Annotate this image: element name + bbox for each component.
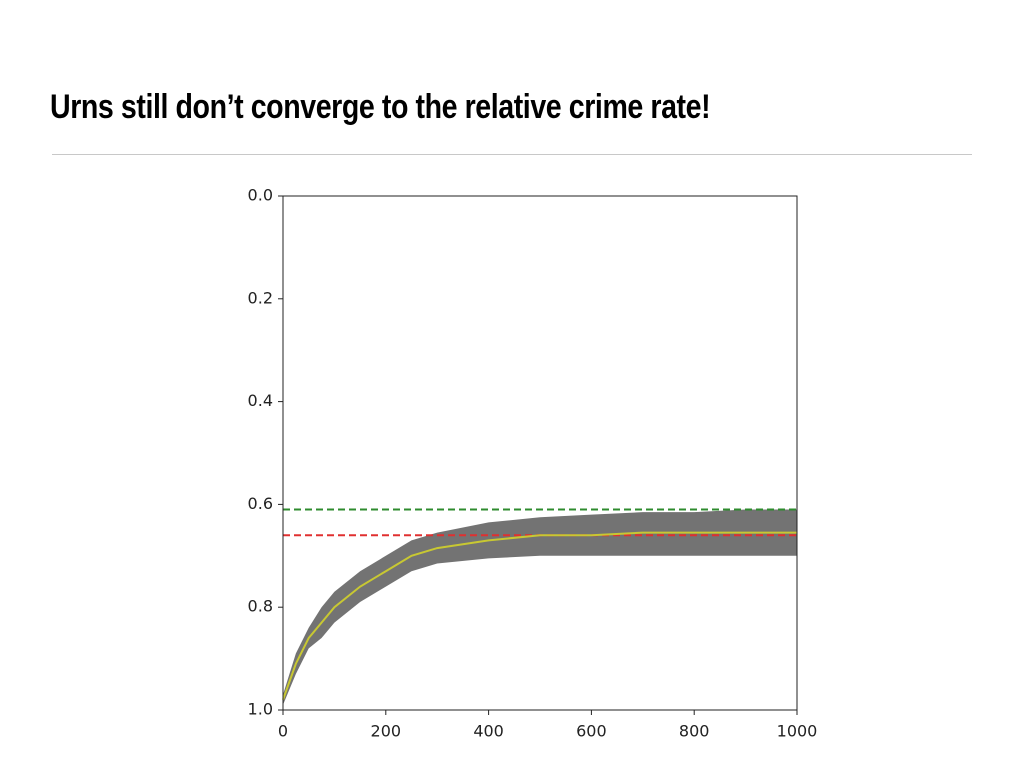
x-tick-label: 1000 <box>777 722 818 741</box>
slide-title: Urns still don’t converge to the relativ… <box>50 88 711 126</box>
x-tick-label: 400 <box>473 722 504 741</box>
plot-frame <box>282 195 798 711</box>
spread-band <box>283 509 797 705</box>
x-tick-label: 200 <box>371 722 402 741</box>
mean-line <box>282 531 797 701</box>
y-tick-label: 0.6 <box>248 494 273 513</box>
y-tick-label: 1.0 <box>248 700 273 719</box>
y-tick-label: 0.0 <box>248 186 273 205</box>
y-tick-label: 0.8 <box>248 597 273 616</box>
x-tick-label: 800 <box>679 722 710 741</box>
x-tick-label: 0 <box>278 722 288 741</box>
y-tick-label: 0.4 <box>248 391 273 410</box>
divider <box>52 154 972 155</box>
x-tick-label: 600 <box>576 722 607 741</box>
y-tick-label: 0.2 <box>248 288 273 307</box>
